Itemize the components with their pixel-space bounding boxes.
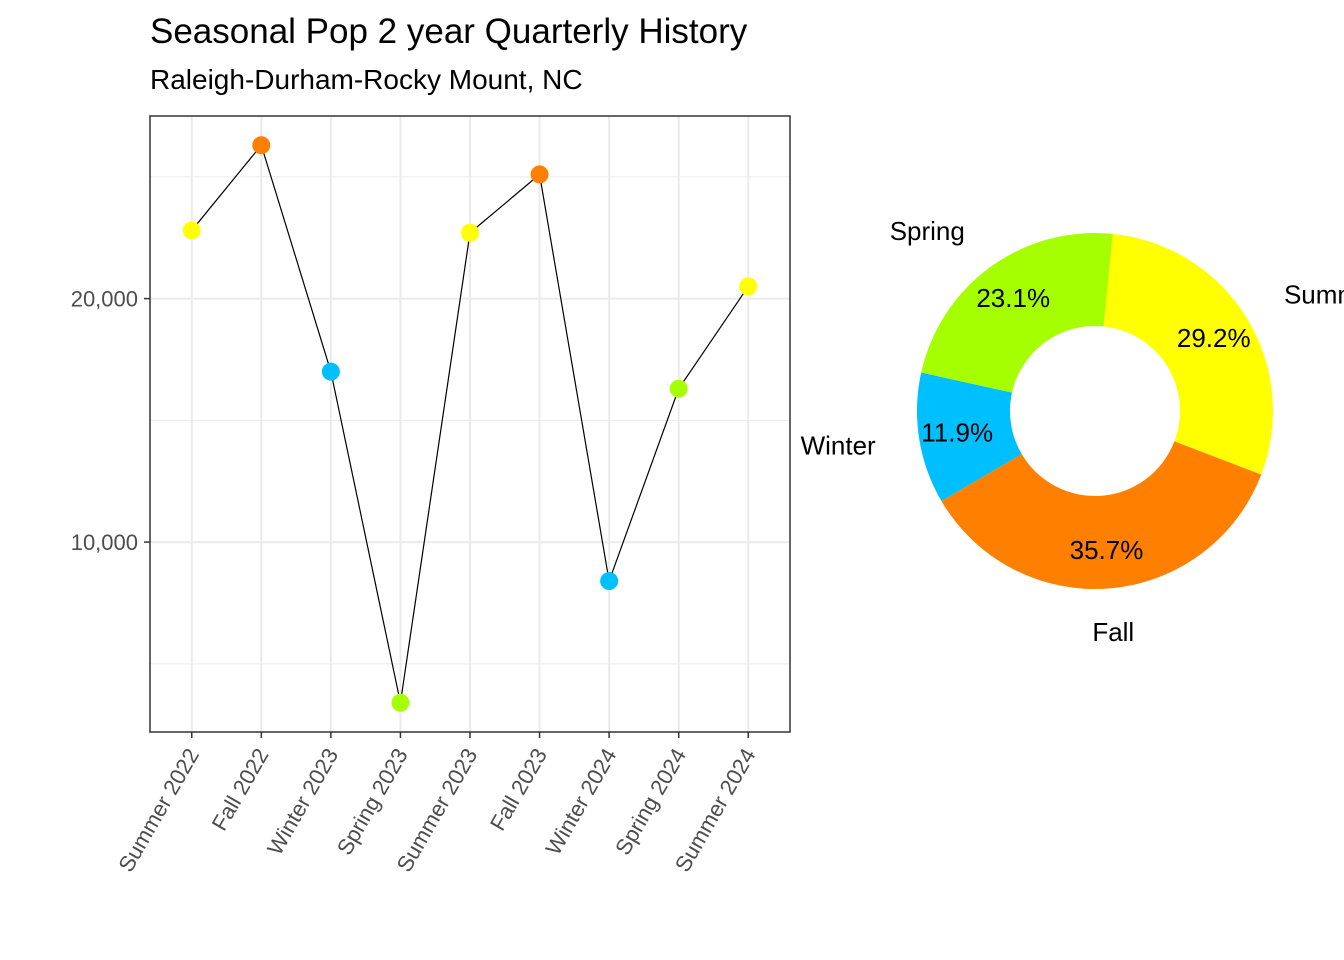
x-tick-label: Fall 2022: [207, 744, 274, 835]
y-tick-label: 10,000: [71, 530, 138, 555]
data-point-winter-2024: [600, 572, 619, 591]
slice-category-label: Winter: [801, 431, 876, 461]
x-tick-label: Fall 2023: [485, 744, 552, 835]
y-tick-label: 20,000: [71, 287, 138, 312]
x-tick-label: Summer 2022: [113, 744, 204, 876]
slice-winter: [917, 372, 1022, 502]
x-tick-label: Winter 2023: [262, 744, 343, 859]
slice-percent-label: 11.9%: [921, 418, 993, 448]
slice-spring: [921, 233, 1113, 393]
slice-percent-label: 29.2%: [1177, 323, 1251, 353]
data-point-spring-2024: [669, 379, 688, 398]
slice-category-label: Fall: [1092, 617, 1134, 647]
data-point-winter-2023: [321, 362, 340, 381]
x-tick-label: Winter 2024: [540, 744, 621, 859]
data-point-spring-2023: [391, 693, 410, 712]
slice-category-label: Summer: [1284, 279, 1344, 309]
slice-summer: [1103, 233, 1273, 475]
slice-category-label: Spring: [890, 216, 965, 246]
slice-percent-label: 23.1%: [976, 283, 1050, 313]
data-point-fall-2023: [530, 165, 549, 184]
x-tick-label: Spring 2024: [610, 744, 691, 859]
slice-fall: [941, 441, 1262, 589]
data-point-summer-2024: [739, 277, 758, 296]
data-point-fall-2022: [252, 136, 271, 155]
slice-percent-label: 35.7%: [1070, 535, 1144, 565]
chart-title: Seasonal Pop 2 year Quarterly History: [150, 12, 748, 51]
donut-chart-panel: 29.2% Summer 35.7% Fall 11.9% Winter 23.1% Spri…: [801, 216, 1344, 647]
chart-subtitle: Raleigh-Durham-Rocky Mount, NC: [150, 64, 583, 95]
data-point-summer-2022: [182, 221, 201, 240]
x-tick-label: Spring 2023: [332, 744, 413, 859]
data-point-summer-2023: [461, 223, 479, 242]
